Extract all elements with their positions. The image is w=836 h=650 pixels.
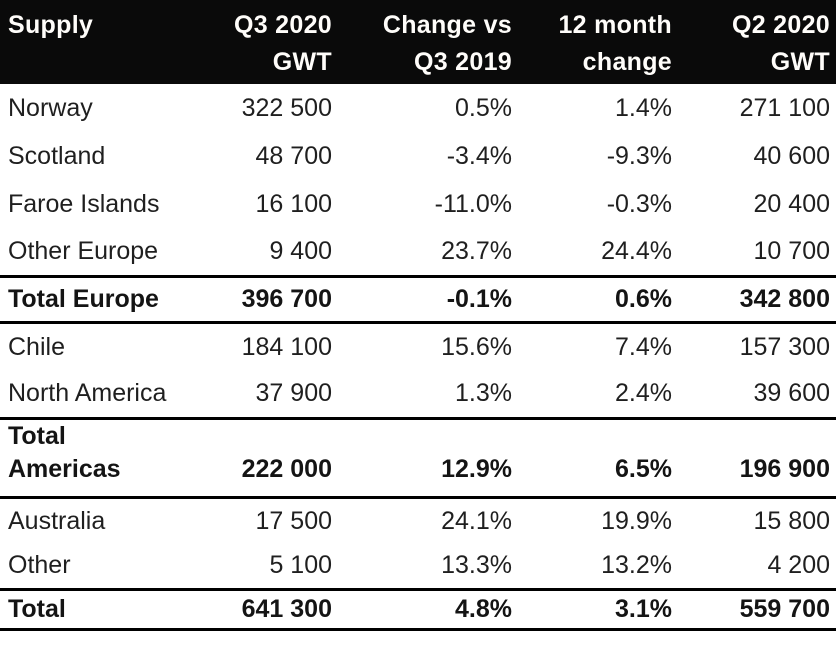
row-label: North America bbox=[8, 379, 167, 408]
cell-q2-2020-gwt: 20 400 bbox=[753, 190, 830, 218]
row-label: Other bbox=[8, 551, 71, 580]
column-header-line1: Q3 2020 bbox=[233, 11, 332, 39]
cell-change-vs-q3-2019: 23.7% bbox=[441, 237, 512, 266]
table-row-australia: Australia 17 500 24.1% 19.9% 15 800 bbox=[0, 497, 836, 543]
column-header-line1: Change vs bbox=[382, 11, 512, 39]
cell-change-vs-q3-2019: -11.0% bbox=[434, 190, 512, 218]
cell-q3-2020-gwt: 17 500 bbox=[255, 506, 332, 535]
cell-12-month-change: 7.4% bbox=[615, 332, 672, 361]
column-header-line2: Q3 2019 bbox=[413, 48, 512, 76]
column-header-line1: 12 month bbox=[558, 11, 672, 39]
column-header-line2: GWT bbox=[272, 48, 332, 76]
table-row-other: Other 5 100 13.3% 13.2% 4 200 bbox=[0, 543, 836, 589]
row-label: Australia bbox=[8, 506, 106, 535]
cell-q3-2020-gwt: 322 500 bbox=[241, 94, 332, 122]
column-header-line2: GWT bbox=[770, 48, 830, 76]
cell-q3-2020-gwt: 184 100 bbox=[241, 332, 332, 361]
cell-q3-2020-gwt: 222 000 bbox=[241, 454, 332, 483]
cell-q3-2020-gwt: 396 700 bbox=[241, 285, 332, 313]
cell-12-month-change: -0.3% bbox=[606, 190, 672, 218]
table-header: Supply Q3 2020 GWT Change vs Q3 2019 12 … bbox=[0, 0, 836, 84]
row-label: Total Americas bbox=[8, 421, 121, 483]
column-header-12-month-change: 12 month change bbox=[512, 0, 672, 84]
cell-12-month-change: 3.1% bbox=[615, 595, 672, 623]
cell-12-month-change: 19.9% bbox=[601, 506, 672, 535]
cell-12-month-change: 13.2% bbox=[601, 551, 672, 580]
cell-change-vs-q3-2019: 0.5% bbox=[455, 94, 512, 122]
cell-q2-2020-gwt: 271 100 bbox=[739, 94, 830, 122]
table-row-faroe-islands: Faroe Islands 16 100 -11.0% -0.3% 20 400 bbox=[0, 180, 836, 228]
table-row-total-europe: Total Europe 396 700 -0.1% 0.6% 342 800 bbox=[0, 276, 836, 322]
column-header-q2-2020-gwt: Q2 2020 GWT bbox=[672, 0, 836, 84]
column-header-line1: Q2 2020 bbox=[731, 11, 830, 39]
table-row-scotland: Scotland 48 700 -3.4% -9.3% 40 600 bbox=[0, 132, 836, 180]
cell-12-month-change: -9.3% bbox=[606, 142, 672, 170]
cell-12-month-change: 0.6% bbox=[615, 285, 672, 313]
cell-change-vs-q3-2019: -3.4% bbox=[446, 142, 512, 170]
table-body: Norway 322 500 0.5% 1.4% 271 100 Scotlan… bbox=[0, 84, 836, 629]
cell-change-vs-q3-2019: -0.1% bbox=[446, 285, 512, 313]
cell-12-month-change: 1.4% bbox=[615, 94, 672, 122]
row-label: Other Europe bbox=[8, 237, 159, 266]
table-row-other-europe: Other Europe 9 400 23.7% 24.4% 10 700 bbox=[0, 228, 836, 276]
column-header-line2: change bbox=[582, 48, 672, 76]
row-label: Faroe Islands bbox=[8, 190, 160, 218]
cell-q2-2020-gwt: 40 600 bbox=[753, 142, 830, 170]
cell-change-vs-q3-2019: 15.6% bbox=[441, 332, 512, 361]
cell-q3-2020-gwt: 641 300 bbox=[241, 595, 332, 623]
cell-change-vs-q3-2019: 24.1% bbox=[441, 506, 512, 535]
cell-q2-2020-gwt: 15 800 bbox=[753, 506, 830, 535]
cell-q2-2020-gwt: 4 200 bbox=[767, 551, 830, 580]
cell-q2-2020-gwt: 157 300 bbox=[739, 332, 830, 361]
table-row-north-america: North America 37 900 1.3% 2.4% 39 600 bbox=[0, 370, 836, 418]
column-header-change-vs-q3-2019: Change vs Q3 2019 bbox=[332, 0, 512, 84]
cell-q2-2020-gwt: 559 700 bbox=[739, 595, 830, 623]
column-header-supply-label: Supply bbox=[8, 11, 94, 39]
table-row-chile: Chile 184 100 15.6% 7.4% 157 300 bbox=[0, 322, 836, 370]
row-label: Total bbox=[8, 595, 66, 623]
cell-q3-2020-gwt: 37 900 bbox=[255, 379, 332, 408]
cell-q3-2020-gwt: 5 100 bbox=[269, 551, 332, 580]
table-header-row: Supply Q3 2020 GWT Change vs Q3 2019 12 … bbox=[0, 0, 836, 84]
cell-12-month-change: 6.5% bbox=[615, 454, 672, 483]
cell-q2-2020-gwt: 196 900 bbox=[739, 454, 830, 483]
cell-q3-2020-gwt: 48 700 bbox=[255, 142, 332, 170]
cell-q2-2020-gwt: 342 800 bbox=[739, 285, 830, 313]
column-header-supply: Supply bbox=[0, 0, 200, 84]
cell-q2-2020-gwt: 10 700 bbox=[753, 237, 830, 266]
row-label: Scotland bbox=[8, 142, 106, 170]
cell-change-vs-q3-2019: 13.3% bbox=[441, 551, 512, 580]
table-row-norway: Norway 322 500 0.5% 1.4% 271 100 bbox=[0, 84, 836, 132]
row-label: Chile bbox=[8, 332, 65, 361]
cell-12-month-change: 2.4% bbox=[615, 379, 672, 408]
cell-q2-2020-gwt: 39 600 bbox=[753, 379, 830, 408]
table-row-total: Total 641 300 4.8% 3.1% 559 700 bbox=[0, 589, 836, 629]
table-row-total-americas: Total Americas 222 000 12.9% 6.5% 196 90… bbox=[0, 418, 836, 497]
cell-q3-2020-gwt: 16 100 bbox=[255, 190, 332, 218]
column-header-q3-2020-gwt: Q3 2020 GWT bbox=[200, 0, 332, 84]
supply-table: Supply Q3 2020 GWT Change vs Q3 2019 12 … bbox=[0, 0, 836, 629]
cell-change-vs-q3-2019: 4.8% bbox=[455, 595, 512, 623]
cell-change-vs-q3-2019: 1.3% bbox=[455, 379, 512, 408]
cell-q3-2020-gwt: 9 400 bbox=[269, 237, 332, 266]
row-label: Total Europe bbox=[8, 285, 159, 313]
cell-change-vs-q3-2019: 12.9% bbox=[441, 454, 512, 483]
row-label: Norway bbox=[8, 94, 93, 122]
cell-12-month-change: 24.4% bbox=[601, 237, 672, 266]
